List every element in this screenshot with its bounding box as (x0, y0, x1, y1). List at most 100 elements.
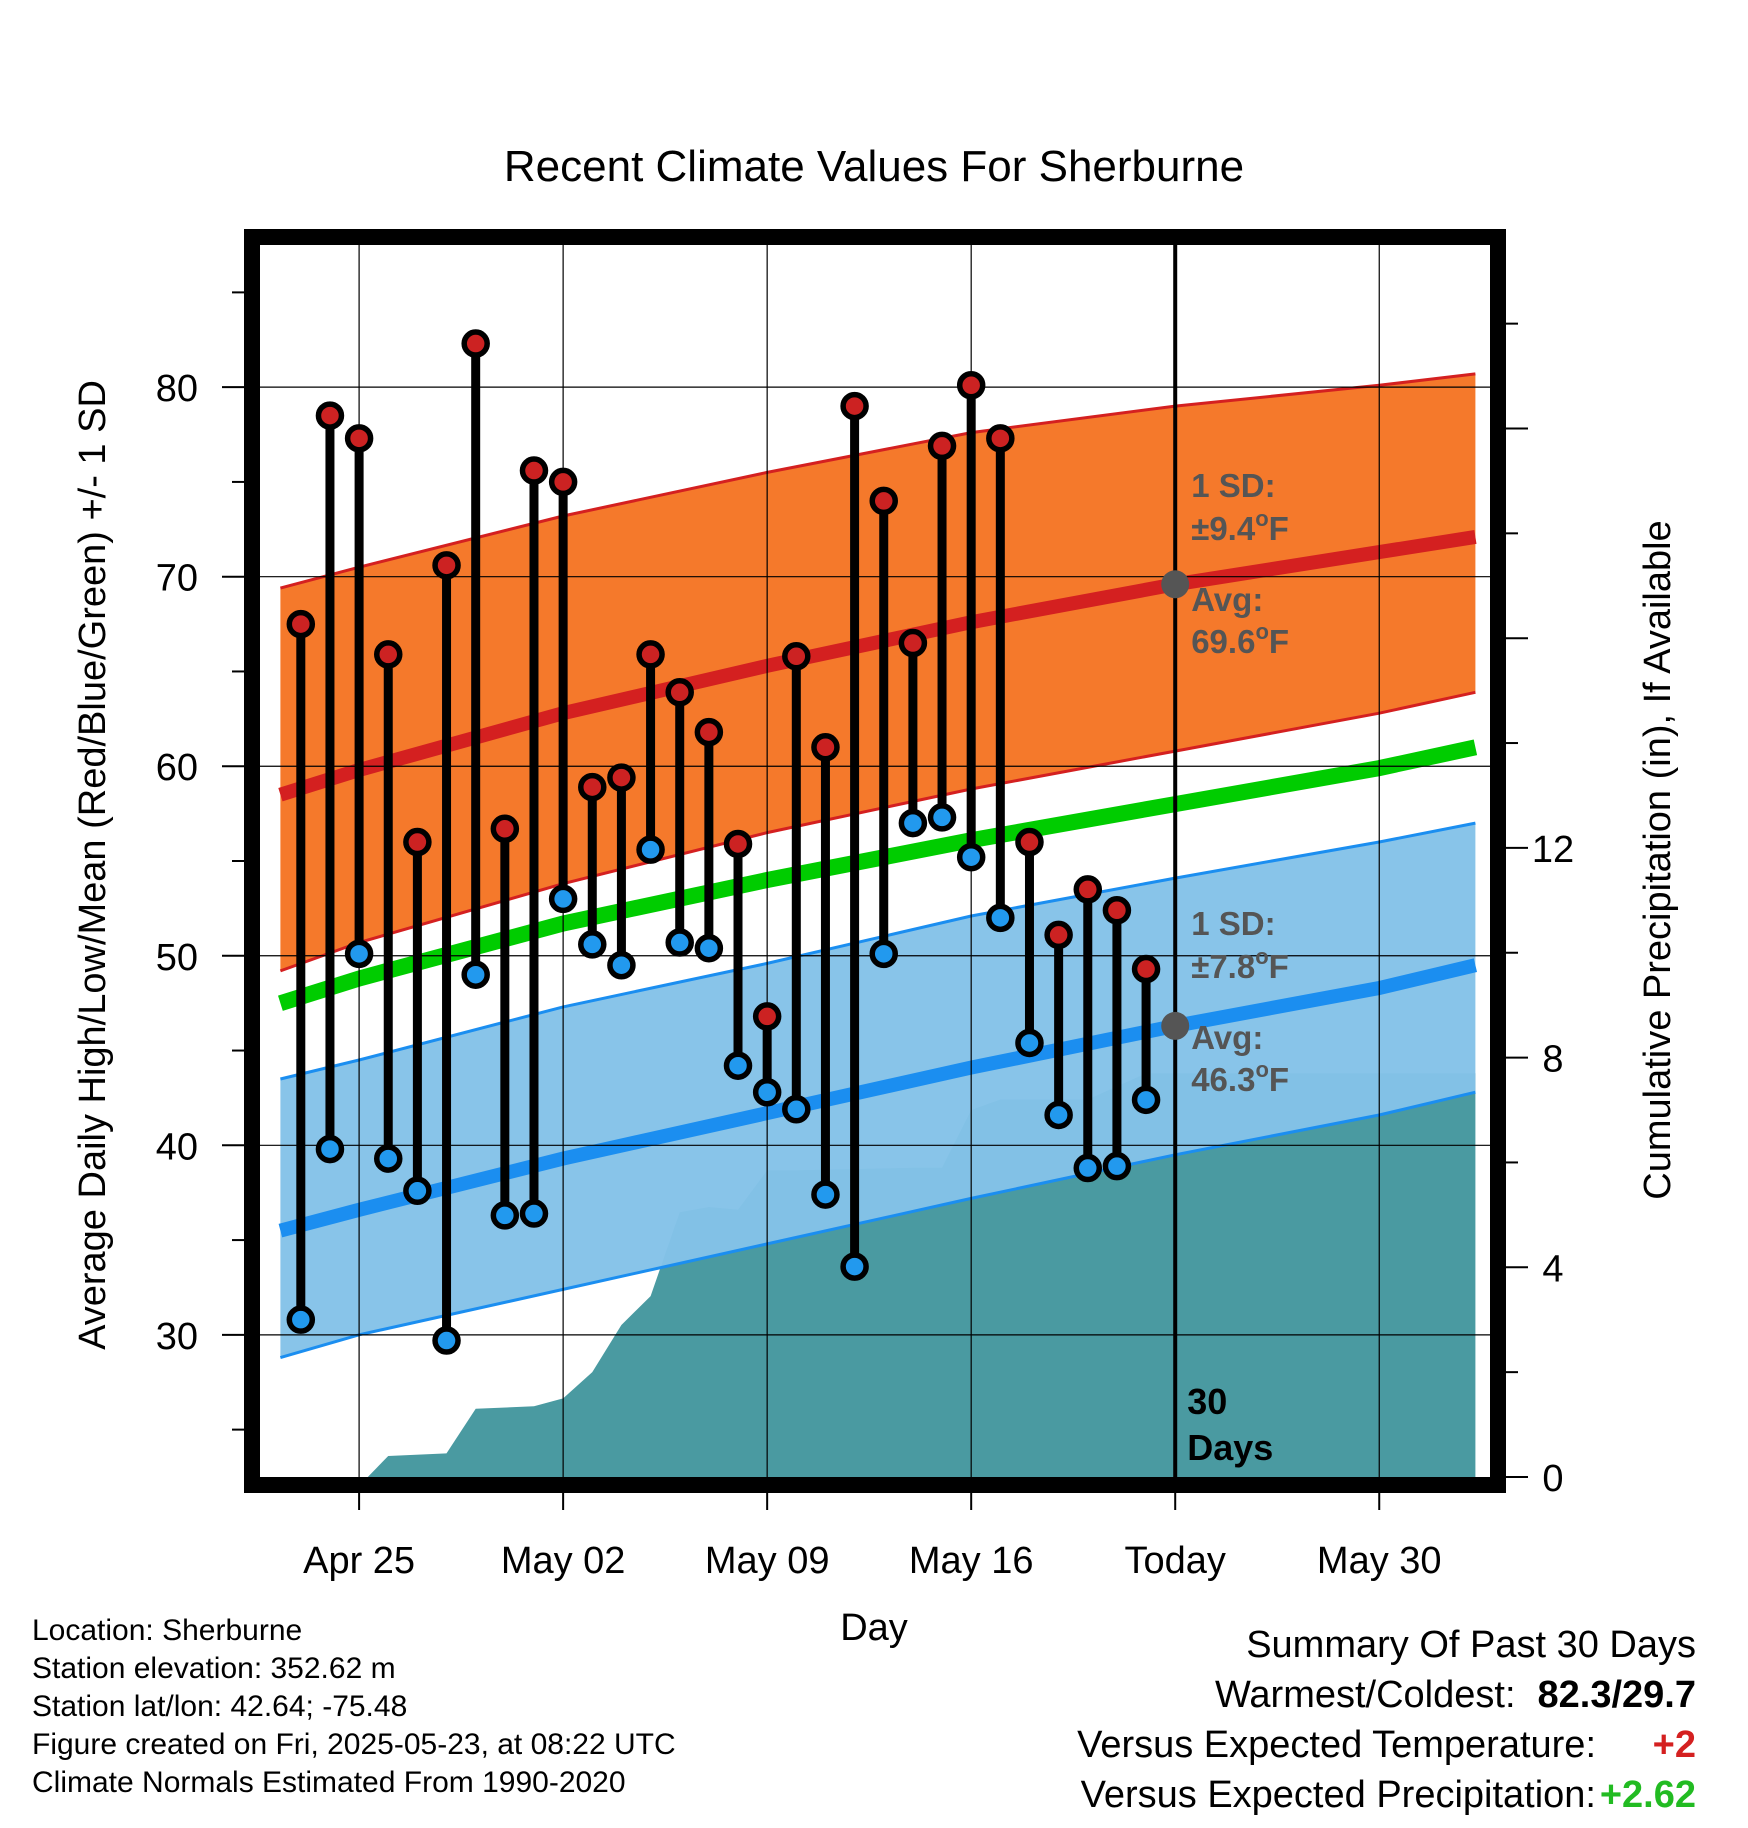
x-tick-label: May 09 (705, 1540, 830, 1582)
low-point (461, 960, 490, 989)
temp-departure-label: Versus Expected Temperature: (1077, 1724, 1596, 1766)
precip-departure-row: Versus Expected Precipitation: +2.62 (796, 1770, 1696, 1820)
x-tick-label: Apr 25 (303, 1540, 415, 1582)
low-point (1073, 1153, 1103, 1183)
y2-axis-label: Cumulative Precipitation (in), If Availa… (1637, 520, 1679, 1199)
plot-frame (244, 229, 1506, 1493)
station-info: Location: Sherburne Station elevation: 3… (32, 1612, 676, 1802)
y2-tick-label: 0 (1542, 1458, 1563, 1500)
low-avg-marker (1161, 1011, 1190, 1040)
low-point (286, 1305, 316, 1334)
latlon-text: Station lat/lon: 42.64; -75.48 (32, 1690, 408, 1723)
high-avg-value: 69.6oF (1191, 619, 1289, 660)
high-point (1131, 954, 1161, 984)
high-point (782, 642, 811, 671)
low-point (432, 1326, 461, 1355)
high-point (286, 609, 316, 639)
y2-tick-label: 12 (1532, 829, 1574, 871)
low-point (490, 1201, 520, 1230)
x-axis-label: Day (840, 1607, 908, 1649)
precip-departure-label: Versus Expected Precipitation: (1080, 1774, 1596, 1816)
x-tick-label: May 30 (1317, 1540, 1442, 1582)
x-tick-label: May 02 (501, 1540, 626, 1582)
y2-tick-label: 4 (1542, 1248, 1563, 1290)
mean-line (278, 739, 1478, 1011)
high-point (1044, 920, 1073, 950)
warmest-coldest-row: Warmest/Coldest: 82.3/29.7 (796, 1670, 1696, 1720)
high-point (840, 391, 869, 421)
low-sd-value: ±7.8oF (1191, 944, 1289, 985)
temp-departure-row: Versus Expected Temperature: +2 (796, 1720, 1696, 1770)
high-point (490, 814, 520, 844)
high-point (403, 827, 432, 857)
y-tick-label: 70 (156, 558, 198, 600)
low-point (403, 1176, 432, 1206)
low-lower-line (279, 1090, 1476, 1360)
low-point (1015, 1028, 1044, 1058)
high-sd-title: 1 SD: (1191, 467, 1275, 504)
high-point (869, 486, 898, 516)
high-point (636, 640, 665, 669)
high-point (1073, 875, 1103, 904)
y-tick-label: 40 (156, 1126, 198, 1168)
y-tick-label: 50 (156, 937, 198, 979)
precip-departure-value: +2.62 (1599, 1774, 1696, 1816)
low-avg-value: 46.3oF (1191, 1057, 1289, 1098)
low-point (956, 842, 986, 872)
precip-area (367, 1073, 1476, 1477)
low-point (373, 1144, 403, 1173)
high-point (811, 733, 840, 762)
low-point (898, 808, 928, 838)
high-point (461, 329, 490, 358)
low-point (665, 928, 694, 957)
low-upper-line (280, 821, 1476, 1081)
low-point (869, 939, 898, 969)
location-text: Location: Sherburne (32, 1614, 303, 1647)
high-upper-line (280, 372, 1476, 590)
low-point (636, 835, 665, 864)
warmest-coldest-value: 82.3/29.7 (1537, 1674, 1696, 1716)
created-text: Figure created on Fri, 2025-05-23, at 08… (32, 1728, 676, 1761)
high-point (898, 628, 928, 658)
y2-tick-label: 8 (1542, 1039, 1563, 1081)
high-point (373, 640, 403, 669)
high-point (986, 424, 1015, 453)
low-point (578, 930, 607, 959)
high-lower-line (279, 690, 1476, 973)
low-point (927, 803, 957, 832)
y-tick-label: 30 (156, 1316, 198, 1358)
y-axis-label: Average Daily High/Low/Mean (Red/Blue/Gr… (72, 380, 114, 1350)
low-avg-line (278, 958, 1478, 1238)
low-avg-title: Avg: (1191, 1019, 1263, 1056)
low-point (811, 1180, 840, 1209)
x-tick-label: Today (1125, 1540, 1226, 1582)
low-point (694, 933, 724, 963)
temp-departure-value: +2 (1652, 1724, 1696, 1766)
days-label: 30 (1187, 1381, 1227, 1422)
high-point (519, 456, 549, 485)
low-point (344, 939, 374, 969)
chart-title: Recent Climate Values For Sherburne (504, 142, 1244, 191)
high-point (927, 431, 957, 461)
x-tick-label: May 16 (909, 1540, 1034, 1582)
low-point (752, 1077, 782, 1107)
low-point (1102, 1151, 1132, 1181)
high-point (548, 467, 578, 497)
warmest-coldest-label: Warmest/Coldest: (1214, 1674, 1516, 1716)
low-point (1131, 1085, 1161, 1115)
low-point (1044, 1100, 1073, 1130)
high-avg-line (278, 529, 1477, 802)
high-point (956, 371, 986, 400)
high-avg-title: Avg: (1191, 581, 1263, 618)
summary-title: Summary Of Past 30 Days (1246, 1624, 1696, 1666)
high-point (723, 829, 753, 859)
high-point (432, 551, 461, 580)
low-point (782, 1095, 811, 1124)
summary-panel: Summary Of Past 30 Days Warmest/Coldest:… (796, 1620, 1696, 1820)
low-point (840, 1252, 869, 1281)
low-point (315, 1134, 345, 1164)
elevation-text: Station elevation: 352.62 m (32, 1652, 396, 1685)
high-point (1015, 827, 1044, 857)
low-point (986, 903, 1015, 933)
